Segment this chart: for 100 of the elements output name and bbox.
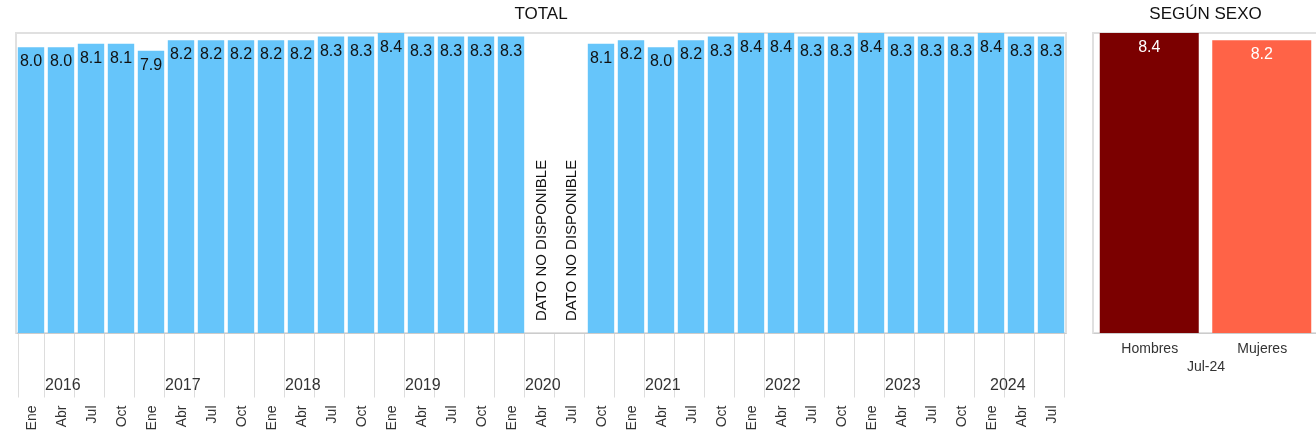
- chart-title: SEGÚN SEXO: [1149, 4, 1262, 23]
- bar: [347, 36, 375, 333]
- text: 2016: [45, 376, 81, 393]
- bar: [257, 40, 285, 333]
- bar: [377, 33, 405, 333]
- text: 2017: [165, 376, 201, 393]
- x-tick-label: Jul: [562, 405, 579, 424]
- bar: [497, 36, 525, 333]
- bar: [767, 33, 795, 333]
- bar: [707, 36, 735, 333]
- bar: [1007, 36, 1035, 333]
- bar: [737, 33, 765, 333]
- data-label: 8.4: [769, 38, 793, 55]
- x-tick-label: Jul: [1042, 405, 1059, 424]
- bar: [47, 47, 75, 333]
- x-tick-label: Oct: [232, 405, 249, 428]
- bar: [887, 36, 915, 333]
- data-label: 8.3: [499, 41, 523, 59]
- bar: [137, 50, 165, 333]
- data-label: 8.3: [829, 41, 853, 59]
- data-label: 8.2: [289, 45, 313, 63]
- x-tick-label: Jul: [922, 405, 939, 424]
- data-label: 8.0: [19, 52, 43, 70]
- x-tick-label: Ene: [622, 405, 639, 431]
- data-label: 8.2: [1250, 45, 1273, 63]
- text: 2020: [525, 376, 561, 393]
- data-label: 8.4: [739, 38, 763, 55]
- x-tick-label: Oct: [472, 405, 489, 428]
- data-label: 8.1: [79, 48, 103, 66]
- data-label: 8.3: [469, 41, 493, 59]
- bar: [287, 40, 315, 333]
- chart-title: TOTAL: [514, 4, 568, 23]
- data-label: 8.2: [619, 45, 643, 63]
- data-label: 8.3: [409, 41, 433, 59]
- x-tick-label: Jul: [202, 405, 219, 424]
- data-label: 8.4: [979, 38, 1003, 55]
- data-label: 7.9: [139, 55, 163, 73]
- bar: [437, 36, 465, 333]
- x-tick-label: Jul: [442, 405, 459, 424]
- bar: [857, 33, 885, 333]
- bar: [1037, 36, 1065, 333]
- data-label: 8.4: [1138, 38, 1161, 55]
- x-tick-label: Ene: [262, 405, 279, 431]
- x-tick-label: Ene: [862, 405, 879, 431]
- data-label: 8.3: [439, 41, 463, 59]
- x-tick-label: Abr: [652, 405, 669, 428]
- data-label: 8.3: [919, 41, 943, 59]
- x-tick-label: Abr: [892, 405, 909, 428]
- bar: [467, 36, 495, 333]
- data-label: 8.4: [859, 38, 883, 55]
- x-tick-label: Ene: [382, 405, 399, 431]
- bar: [317, 36, 345, 333]
- data-label: 8.2: [229, 45, 253, 63]
- x-axis-title: Jul-24: [1186, 357, 1226, 374]
- bar: [797, 36, 825, 333]
- x-tick-label: Abr: [1012, 405, 1029, 428]
- x-tick-label: Oct: [112, 405, 129, 428]
- bar: [587, 43, 615, 333]
- data-label: 8.2: [259, 45, 283, 63]
- text: 2021: [645, 376, 681, 393]
- text: 2023: [885, 376, 921, 393]
- data-label: 8.3: [949, 41, 973, 59]
- bar: [917, 36, 945, 333]
- data-label: 8.2: [199, 45, 223, 63]
- x-tick-label: Oct: [712, 405, 729, 428]
- bar: [977, 33, 1005, 333]
- x-tick-label: Ene: [502, 405, 519, 431]
- data-label: 8.3: [319, 41, 343, 59]
- data-label: 8.3: [1009, 41, 1033, 59]
- x-tick-label: Jul: [322, 405, 339, 424]
- bar: [107, 43, 135, 333]
- x-tick-label: Oct: [832, 405, 849, 428]
- text: 2018: [285, 376, 321, 393]
- bar: [197, 40, 225, 333]
- x-tick-label: Abr: [772, 405, 789, 428]
- text: 2022: [765, 376, 801, 393]
- data-label: 8.4: [379, 38, 403, 55]
- annotation: DATO NO DISPONIBLE: [532, 159, 549, 321]
- bar: [167, 40, 195, 333]
- bar: [947, 36, 975, 333]
- x-tick-label: Hombres: [1121, 339, 1179, 356]
- data-label: 8.0: [649, 52, 673, 70]
- bar: [647, 47, 675, 333]
- data-label: 8.3: [799, 41, 823, 59]
- x-tick-label: Jul: [802, 405, 819, 424]
- x-tick-label: Ene: [742, 405, 759, 431]
- x-tick-label: Ene: [22, 405, 39, 431]
- data-label: 8.2: [679, 45, 703, 63]
- data-label: 8.3: [1039, 41, 1063, 59]
- annotation: DATO NO DISPONIBLE: [562, 159, 579, 321]
- x-tick-label: Abr: [172, 405, 189, 428]
- x-tick-label: Jul: [82, 405, 99, 424]
- bar: [407, 36, 435, 333]
- x-tick-label: Abr: [532, 405, 549, 428]
- x-tick-label: Abr: [292, 405, 309, 428]
- bar: [17, 47, 45, 333]
- x-tick-label: Oct: [952, 405, 969, 428]
- data-label: 8.1: [109, 48, 133, 66]
- text: 2024: [990, 376, 1026, 393]
- bar: [77, 43, 105, 333]
